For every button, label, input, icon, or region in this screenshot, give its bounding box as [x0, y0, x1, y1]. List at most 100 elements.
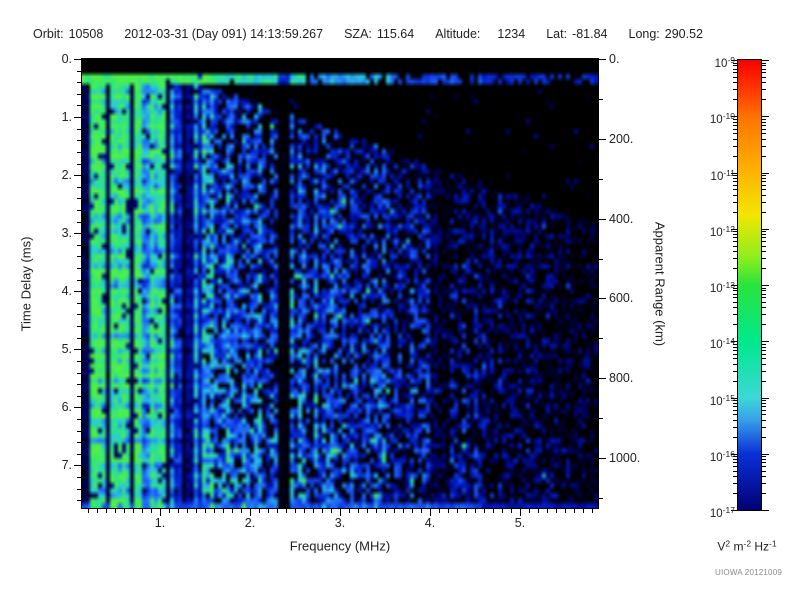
colorbar-tick-label: 10-9	[714, 55, 735, 70]
x-axis-minor-tick	[286, 509, 287, 513]
colorbar-minor-tick	[733, 400, 737, 401]
colorbar-minor-tick	[733, 437, 737, 438]
colorbar-minor-tick	[733, 125, 737, 126]
colorbar-minor-tick	[762, 483, 766, 484]
x-axis-minor-tick	[115, 509, 116, 513]
x-axis-major-tick	[430, 509, 431, 516]
colorbar-minor-tick	[762, 350, 766, 351]
header-item-value: 1234	[497, 27, 526, 41]
header-item: Lat: -81.84	[546, 27, 607, 42]
colorbar-minor-tick	[733, 133, 737, 134]
colorbar-minor-tick	[762, 268, 766, 269]
colorbar-minor-tick	[762, 146, 766, 147]
colorbar-minor-tick	[733, 178, 737, 179]
x-axis-minor-tick	[349, 509, 350, 513]
x-axis-minor-tick	[475, 509, 476, 513]
y2-axis-tick-label: 200.	[609, 132, 634, 146]
colorbar-tick-label: 10-13	[709, 280, 735, 295]
colorbar-minor-tick	[733, 483, 737, 484]
colorbar-minor-tick	[733, 251, 737, 252]
colorbar-minor-tick	[733, 268, 737, 269]
x-axis-minor-tick	[133, 509, 134, 513]
y-axis-minor-tick	[77, 71, 81, 72]
colorbar-minor-tick	[733, 119, 737, 120]
x-axis-minor-tick	[493, 509, 494, 513]
y-axis-minor-tick	[77, 82, 81, 83]
y-axis-tick-label: 1.	[61, 110, 72, 124]
header-item: Altitude: 1234	[435, 27, 525, 42]
x-axis-minor-tick	[259, 509, 260, 513]
colorbar-minor-tick	[762, 302, 766, 303]
colorbar-minor-tick	[733, 381, 737, 382]
colorbar-minor-tick	[762, 122, 766, 123]
header-item-label: SZA:	[344, 27, 372, 41]
y2-axis-tick-label: 400.	[609, 212, 634, 226]
header-item: Orbit: 10508	[33, 27, 103, 42]
x-axis-minor-tick	[277, 509, 278, 513]
y-axis-minor-tick	[77, 477, 81, 478]
colorbar-tick-label: 10-10	[709, 111, 735, 126]
header-item-value: -81.84	[572, 27, 608, 41]
y-axis-minor-tick	[77, 361, 81, 362]
y-axis-minor-tick	[77, 198, 81, 199]
y-axis-minor-tick	[77, 314, 81, 315]
colorbar-minor-tick	[762, 185, 766, 186]
colorbar-tick-label: 10-15	[709, 393, 735, 408]
y2-axis-minor-tick	[599, 259, 603, 260]
colorbar-minor-tick	[762, 471, 766, 472]
y-axis-major-tick	[74, 407, 81, 408]
x-axis-minor-tick	[466, 509, 467, 513]
y-axis-minor-tick	[77, 280, 81, 281]
colorbar-minor-tick	[733, 403, 737, 404]
colorbar-minor-tick	[762, 195, 766, 196]
x-axis-tick-label: 2.	[244, 516, 256, 530]
y-axis-minor-tick	[77, 129, 81, 130]
colorbar-minor-tick	[733, 364, 737, 365]
x-axis-minor-tick	[484, 509, 485, 513]
y-axis-minor-tick	[77, 338, 81, 339]
colorbar-minor-tick	[762, 347, 766, 348]
colorbar-minor-tick	[762, 371, 766, 372]
y-axis-tick-label: 6.	[61, 400, 72, 414]
y-axis-minor-tick	[77, 222, 81, 223]
x-axis-minor-tick	[169, 509, 170, 513]
x-axis-minor-tick	[223, 509, 224, 513]
colorbar-minor-tick	[733, 462, 737, 463]
colorbar-minor-tick	[762, 202, 766, 203]
colorbar-minor-tick	[733, 234, 737, 235]
x-axis-minor-tick	[529, 509, 530, 513]
x-axis-minor-tick	[394, 509, 395, 513]
colorbar-minor-tick	[733, 347, 737, 348]
colorbar-minor-tick	[762, 410, 766, 411]
x-axis-minor-tick	[151, 509, 152, 513]
y2-axis-tick-label: 1000.	[609, 451, 641, 465]
y-axis-minor-tick	[77, 303, 81, 304]
y-axis-minor-tick	[77, 164, 81, 165]
colorbar-minor-tick	[733, 65, 737, 66]
x-axis-tick-label: 5.	[514, 516, 526, 530]
x-axis-minor-tick	[304, 509, 305, 513]
y-axis-tick-label: 0.	[61, 52, 72, 66]
x-axis-major-tick	[160, 509, 161, 516]
x-axis-minor-tick	[448, 509, 449, 513]
y-axis-tick-label: 4.	[61, 284, 72, 298]
x-axis-minor-tick	[295, 509, 296, 513]
colorbar-minor-tick	[762, 456, 766, 457]
colorbar-minor-tick	[733, 69, 737, 70]
colorbar-minor-tick	[733, 344, 737, 345]
colorbar-minor-tick	[733, 89, 737, 90]
colorbar-minor-tick	[762, 69, 766, 70]
colorbar-major-tick	[731, 510, 737, 511]
y-axis-minor-tick	[77, 419, 81, 420]
colorbar-minor-tick	[762, 125, 766, 126]
y-axis-minor-tick	[77, 105, 81, 106]
colorbar-major-tick	[762, 116, 769, 117]
y-axis-minor-tick	[77, 94, 81, 95]
header-item: SZA: 115.64	[344, 27, 414, 42]
colorbar-minor-tick	[762, 476, 766, 477]
colorbar-tick-label: 10-11	[710, 168, 735, 183]
colorbar-minor-tick	[762, 459, 766, 460]
colorbar-minor-tick	[733, 139, 737, 140]
colorbar-major-tick	[731, 398, 737, 399]
colorbar-minor-tick	[733, 324, 737, 325]
